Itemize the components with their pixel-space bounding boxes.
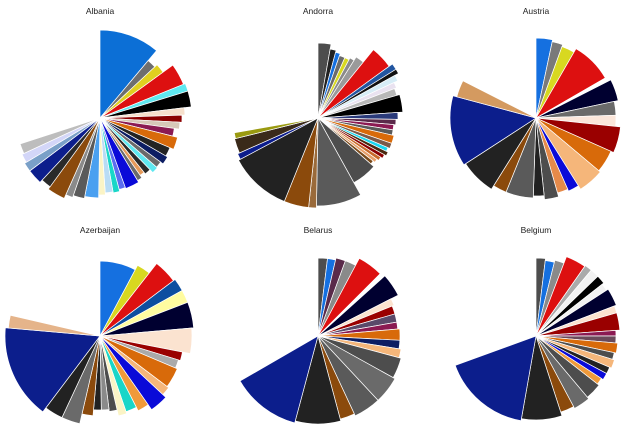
chart-panel-andorra: Andorra: [233, 6, 404, 209]
chart-title-austria: Austria: [523, 6, 550, 16]
chart-title-andorra: Andorra: [303, 6, 334, 16]
pie-slice-azerbaijan-6: [99, 301, 195, 337]
pie-slice-belgium-9: [535, 288, 617, 337]
pie-slice-belarus-8: [317, 298, 395, 337]
chart-panel-albania: Albania: [19, 6, 192, 199]
pie-slice-albania-11: [99, 117, 179, 150]
chart-title-azerbaijan: Azerbaijan: [80, 225, 120, 235]
pie-slice-belgium-24: [454, 335, 537, 422]
pie-slice-belarus-7: [317, 275, 399, 337]
pie-slice-albania-6: [99, 90, 192, 119]
chart-panel-belarus: Belarus: [239, 225, 402, 425]
pie-slice-belgium-18: [535, 335, 608, 381]
pie-slice-albania-16: [99, 117, 151, 175]
pie-slice-albania-30: [24, 117, 101, 172]
pie-slice-andorra-12: [317, 82, 397, 119]
pie-slice-andorra-34: [233, 117, 319, 139]
pie-slice-albania-19: [99, 117, 140, 189]
pie-slice-belgium-7: [535, 275, 605, 337]
pie-slice-andorra-11: [317, 74, 399, 119]
pie-slice-albania-13: [99, 117, 169, 165]
pie-slice-andorra-31: [238, 117, 319, 202]
pie-slice-azerbaijan-13: [99, 335, 149, 412]
pie-slice-andorra-10: [317, 68, 399, 119]
pie-slice-azerbaijan-12: [99, 335, 167, 411]
pie-slice-belgium-11: [535, 312, 621, 337]
pie-slice-albania-8: [99, 114, 183, 123]
pie-slice-albania-27: [47, 117, 101, 199]
pie-slice-albania-1: [99, 29, 158, 119]
pie-slice-austria-9: [535, 117, 621, 154]
pie-slice-azerbaijan-22: [4, 327, 101, 413]
pie-slice-azerbaijan-15: [99, 335, 128, 417]
chart-panel-belgium: Belgium: [454, 225, 621, 422]
pie-slice-azerbaijan-7: [99, 327, 193, 354]
pie-slice-austria-11: [535, 117, 601, 190]
pie-slice-austria-20: [456, 80, 537, 119]
pie-slice-albania-15: [99, 117, 158, 174]
chart-title-albania: Albania: [86, 6, 115, 16]
chart-panel-austria: Austria: [449, 6, 621, 200]
pie-slice-andorra-32: [237, 117, 319, 160]
pie-slice-albania-31: [21, 117, 101, 163]
pie-slice-azerbaijan-16: [99, 335, 118, 412]
pie-slice-albania-21: [99, 117, 121, 194]
pie-slice-albania-7: [99, 107, 186, 119]
pie-slice-belarus-20: [239, 335, 319, 424]
chart-panel-azerbaijan: Azerbaijan: [4, 225, 195, 425]
pie-slice-andorra-33: [234, 117, 319, 154]
pie-slice-belarus-17: [317, 335, 379, 417]
pie-slice-austria-6: [535, 79, 619, 119]
pie-slice-austria-14: [535, 117, 560, 200]
pie-slice-azerbaijan-23: [7, 314, 101, 337]
chart-title-belgium: Belgium: [521, 225, 552, 235]
pie-slice-andorra-15: [317, 112, 399, 120]
pie-slice-austria-19: [449, 95, 537, 166]
pie-slice-albania-32: [19, 117, 101, 154]
chart-title-belarus: Belarus: [304, 225, 333, 235]
pie-slice-belgium-21: [535, 335, 590, 409]
pie-slice-andorra-14: [317, 94, 404, 119]
pie-slice-austria-12: [535, 117, 579, 192]
